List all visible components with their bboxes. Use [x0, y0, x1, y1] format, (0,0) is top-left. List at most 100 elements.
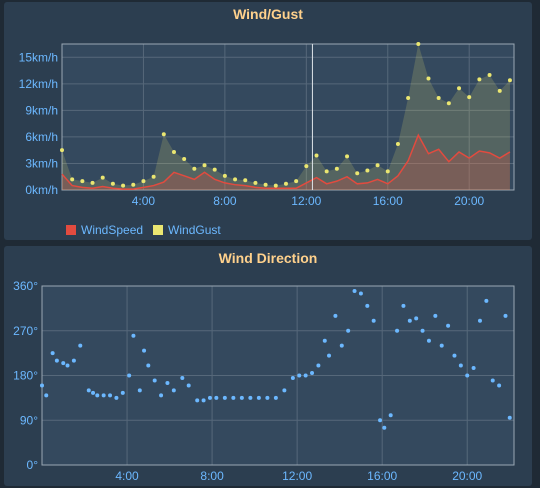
windgust-point	[202, 163, 207, 168]
direction-point	[120, 390, 125, 395]
windgust-point	[395, 141, 400, 146]
windgust-point	[192, 166, 197, 171]
direction-point	[78, 343, 83, 348]
panel-title: Wind/Gust	[233, 6, 303, 22]
windgust-point	[253, 180, 258, 185]
direction-point	[201, 398, 206, 403]
x-tick-label: 8:00	[200, 469, 224, 483]
x-tick-label: 8:00	[213, 194, 237, 208]
windgust-point	[406, 95, 411, 100]
windgust-point	[355, 171, 360, 176]
direction-point	[290, 375, 295, 380]
direction-point	[108, 393, 113, 398]
y-tick-label: 3km/h	[25, 156, 58, 170]
windgust-point	[100, 175, 105, 180]
direction-point	[222, 395, 227, 400]
direction-point	[131, 333, 136, 338]
direction-point	[91, 390, 96, 395]
direction-point	[420, 328, 425, 333]
windgust-point	[212, 167, 217, 172]
direction-point	[44, 393, 49, 398]
wind-gust-chart[interactable]: 0km/h 3km/h 6km/h 9km/h 12km/h 15km/h 4:00 8:00…	[4, 2, 532, 240]
direction-point	[114, 395, 119, 400]
direction-point	[452, 353, 457, 358]
legend-item-windspeed[interactable]: WindSpeed	[66, 223, 143, 237]
direction-point	[395, 328, 400, 333]
direction-point	[426, 338, 431, 343]
windgust-point	[294, 179, 299, 184]
windgust-point	[334, 166, 339, 171]
y-tick-label: 90°	[20, 413, 38, 427]
windgust-point	[426, 76, 431, 81]
plot-area	[62, 44, 514, 190]
direction-point	[186, 383, 191, 388]
windgust-point	[416, 42, 421, 46]
x-tick-label: 20:00	[452, 469, 482, 483]
direction-point	[439, 343, 444, 348]
direction-point	[433, 313, 438, 318]
wind-direction-chart[interactable]: 0° 90° 180° 270° 360° 4:00 8:00 12:00 16:00 20:00	[4, 246, 532, 486]
panel-title: Wind Direction	[218, 250, 318, 266]
windspeed-swatch	[66, 225, 76, 235]
direction-point	[265, 395, 270, 400]
windgust-point	[222, 173, 227, 178]
direction-point	[54, 358, 59, 363]
direction-point	[407, 318, 412, 323]
direction-point	[471, 366, 476, 371]
direction-point	[101, 393, 106, 398]
x-tick-label: 16:00	[367, 469, 397, 483]
legend-item-windgust[interactable]: WindGust	[153, 223, 221, 237]
legend-label: WindGust	[168, 223, 221, 237]
direction-point	[142, 348, 147, 353]
x-tick-label: 12:00	[282, 469, 312, 483]
direction-point	[316, 363, 321, 368]
windgust-point	[90, 180, 95, 185]
legend: WindSpeed WindGust	[66, 222, 221, 238]
direction-point	[388, 413, 393, 418]
direction-point	[50, 351, 55, 356]
direction-point	[195, 398, 200, 403]
direction-point	[256, 395, 261, 400]
direction-point	[322, 338, 327, 343]
direction-point	[171, 388, 176, 393]
windgust-point	[243, 178, 248, 183]
y-tick-label: 0°	[27, 458, 39, 472]
windgust-point	[385, 169, 390, 174]
x-tick-label: 4:00	[132, 194, 156, 208]
windgust-point	[345, 154, 350, 159]
windgust-point	[497, 88, 502, 93]
x-tick-label: 12:00	[291, 194, 321, 208]
windgust-point	[436, 95, 441, 100]
direction-point	[282, 388, 287, 393]
direction-point	[159, 393, 164, 398]
direction-point	[477, 318, 482, 323]
direction-point	[352, 288, 357, 293]
direction-point	[490, 378, 495, 383]
windgust-point	[60, 148, 64, 153]
direction-point	[503, 313, 508, 318]
windgust-point	[233, 177, 238, 182]
direction-point	[40, 383, 44, 388]
direction-point	[61, 361, 66, 366]
direction-point	[382, 425, 387, 430]
direction-point	[180, 375, 185, 380]
direction-point	[273, 395, 278, 400]
windgust-point	[70, 177, 75, 182]
direction-point	[127, 373, 132, 378]
windgust-point	[304, 164, 309, 169]
y-tick-label: 12km/h	[19, 77, 58, 91]
windgust-point	[131, 182, 136, 187]
x-tick-label: 16:00	[373, 194, 403, 208]
direction-point	[465, 373, 470, 378]
windgust-point	[467, 95, 472, 100]
direction-point	[231, 395, 236, 400]
direction-point	[358, 291, 363, 296]
windgust-point	[365, 168, 370, 173]
windgust-point	[263, 182, 268, 187]
direction-point	[346, 328, 351, 333]
direction-point	[507, 415, 512, 420]
windgust-point	[477, 77, 482, 82]
direction-point	[65, 363, 70, 368]
plot-border	[41, 285, 515, 466]
direction-point	[371, 318, 376, 323]
